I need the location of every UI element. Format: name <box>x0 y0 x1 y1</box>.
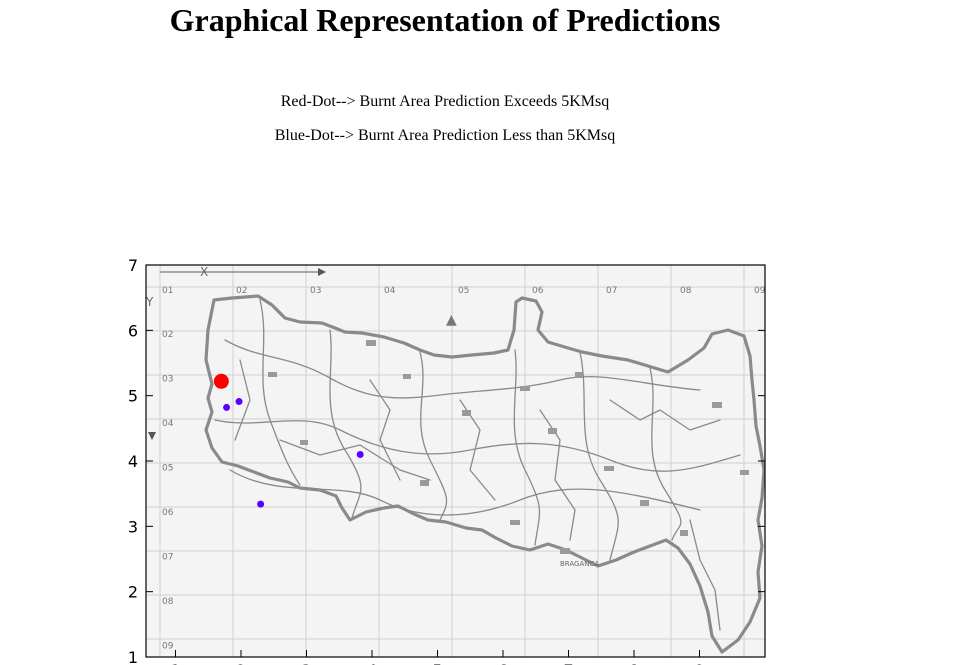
blue-prediction-dot <box>356 450 364 458</box>
map-paper <box>146 265 765 657</box>
map-y-letter: Y <box>145 295 154 309</box>
x-tick-label: 1 <box>170 661 180 665</box>
map-settlements <box>268 340 749 554</box>
x-tick-label: 7 <box>563 661 573 665</box>
map-top-label: 06 <box>532 286 544 296</box>
map-top-label: 04 <box>384 286 396 296</box>
y-tick-label: 3 <box>128 517 138 536</box>
map-roads <box>214 299 741 631</box>
map-top-labels: 01 02 03 04 05 06 07 08 09 <box>162 286 766 296</box>
blue-prediction-dot <box>223 403 231 411</box>
map-top-label: 08 <box>680 286 692 296</box>
x-tick-label: 5 <box>432 661 442 665</box>
map-left-label: 06 <box>162 508 174 518</box>
map-left-label: 05 <box>162 464 173 474</box>
y-tick-label: 6 <box>128 321 138 340</box>
map-region-outline <box>204 294 765 654</box>
map-background: X Y 01 02 03 04 05 06 07 08 09 0203040506070809 … <box>145 265 766 657</box>
page-title: Graphical Representation of Predictions <box>169 2 721 38</box>
y-tick-label: 5 <box>128 387 138 406</box>
map-axis-arrows: X Y <box>145 265 326 440</box>
map-top-label: 03 <box>310 286 321 296</box>
y-tick-label: 1 <box>128 648 138 665</box>
blue-prediction-dot <box>235 398 243 406</box>
x-tick-label: 8 <box>629 661 639 665</box>
map-left-label: 02 <box>162 330 173 340</box>
x-tick-label: 2 <box>236 661 246 665</box>
map-left-labels: 02 03 04 05 06 07 08 09 <box>162 330 174 652</box>
map-top-label: 07 <box>606 286 617 296</box>
map-left-label: 03 <box>162 375 173 385</box>
map-town-label: BRAGANCA <box>560 560 599 568</box>
map-left-label: 08 <box>162 597 174 607</box>
x-tick-label: 6 <box>498 661 508 665</box>
data-points <box>213 373 364 508</box>
map-top-label: 01 <box>162 286 173 296</box>
red-prediction-dot <box>213 373 229 389</box>
axis-ticks: 1 2 3 4 5 6 7 1 2 3 4 5 6 7 8 9 <box>128 256 765 665</box>
y-tick-label: 7 <box>128 256 138 275</box>
x-tick-label: 9 <box>694 661 704 665</box>
map-top-label: 09 <box>754 286 766 296</box>
y-tick-label: 2 <box>128 583 138 602</box>
map-left-label: 09 <box>162 642 174 652</box>
legend-red-dot-text: Red-Dot--> Burnt Area Prediction Exceeds… <box>280 93 610 110</box>
map-top-label: 02 <box>236 286 247 296</box>
y-tick-label: 4 <box>128 452 138 471</box>
x-tick-label: 4 <box>367 661 377 665</box>
legend-blue-dot-text: Blue-Dot--> Burnt Area Prediction Less t… <box>274 127 616 144</box>
map-top-label: 05 <box>458 286 469 296</box>
map-left-label: 04 <box>162 419 174 429</box>
north-arrow-icon: ▲ <box>446 312 457 328</box>
map-grid <box>146 265 765 657</box>
x-tick-label: 3 <box>301 661 311 665</box>
map-x-letter: X <box>200 265 208 279</box>
blue-prediction-dot <box>257 500 265 508</box>
map-left-label: 07 <box>162 553 173 563</box>
